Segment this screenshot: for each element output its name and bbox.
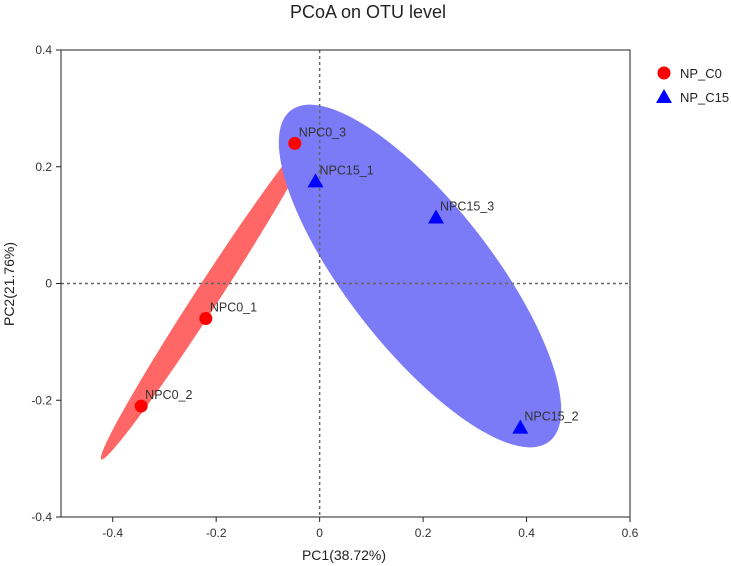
y-tick-label: 0.2: [35, 160, 52, 174]
x-tick-label: 0.2: [415, 526, 432, 540]
confidence-ellipse-np-c0: [100, 130, 316, 460]
point-label-npc0-3: NPC0_3: [299, 125, 346, 139]
data-point-npc0-1: [199, 312, 213, 326]
x-tick-label: 0.4: [518, 526, 535, 540]
x-tick-label: -0.2: [206, 526, 227, 540]
legend-marker-np-c15: [656, 89, 672, 103]
y-axis-label: PC2(21.76%): [1, 242, 17, 326]
chart-title: PCoA on OTU level: [290, 2, 446, 22]
point-label-npc15-2: NPC15_2: [524, 410, 578, 424]
y-tick-label: -0.4: [31, 510, 52, 524]
legend-label-np-c0: NP_C0: [680, 66, 722, 81]
x-tick-label: 0: [316, 526, 323, 540]
legend-marker-np-c0: [657, 66, 671, 80]
point-label-npc15-3: NPC15_3: [440, 200, 494, 214]
x-axis-label: PC1(38.72%): [302, 547, 386, 563]
data-point-npc15-1: [307, 173, 324, 188]
data-point-npc15-3: [428, 209, 445, 224]
x-tick-label: -0.4: [102, 526, 123, 540]
legend-label-np-c15: NP_C15: [680, 90, 729, 105]
data-point-npc15-2: [512, 419, 529, 434]
data-point-npc0-2: [134, 399, 148, 413]
point-label-npc15-1: NPC15_1: [319, 163, 373, 177]
x-tick-label: 0.6: [622, 526, 639, 540]
y-tick-label: 0: [45, 277, 52, 291]
y-tick-label: -0.2: [31, 393, 52, 407]
point-label-npc0-1: NPC0_1: [210, 301, 257, 315]
point-label-npc0-2: NPC0_2: [145, 388, 192, 402]
y-tick-label: 0.4: [35, 43, 52, 57]
data-point-npc0-3: [288, 136, 302, 150]
confidence-ellipse-np-c15: [278, 104, 562, 448]
